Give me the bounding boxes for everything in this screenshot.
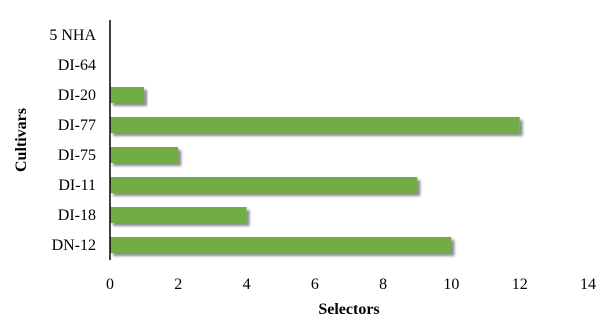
x-tick-label: 4: [243, 276, 251, 293]
x-tick-label: 12: [512, 276, 528, 293]
x-tick-label: 10: [443, 276, 459, 293]
y-axis-title: Cultivars: [13, 108, 30, 172]
y-tick-label: DI-77: [58, 117, 96, 134]
y-tick-label: DN-12: [52, 237, 96, 254]
x-tick-label: 8: [379, 276, 387, 293]
bar-di-75: [110, 147, 179, 163]
x-axis-title: Selectors: [318, 301, 379, 318]
bar-di-77: [110, 117, 520, 133]
y-tick-label: DI-20: [58, 87, 96, 104]
bar-di-18: [110, 207, 247, 223]
x-tick-label: 6: [311, 276, 319, 293]
bar-di-11: [110, 177, 418, 193]
y-tick-label: 5 NHA: [49, 27, 96, 44]
y-tick-label: DI-75: [58, 147, 96, 164]
bar-dn-12: [110, 237, 452, 253]
x-tick-label: 14: [580, 276, 596, 293]
bars-group: [110, 87, 520, 253]
y-tick-labels: 5 NHA DI-64 DI-20 DI-77 DI-75 DI-11 DI-18 DN-12: [49, 27, 96, 254]
bar-di-20: [110, 87, 145, 103]
y-tick-label: DI-18: [58, 207, 96, 224]
x-tick-labels: 0 2 4 6 8 10 12 14: [106, 276, 596, 293]
x-tick-label: 0: [106, 276, 114, 293]
x-tick-label: 2: [174, 276, 182, 293]
y-tick-label: DI-11: [58, 177, 96, 194]
y-tick-label: DI-64: [58, 57, 96, 74]
